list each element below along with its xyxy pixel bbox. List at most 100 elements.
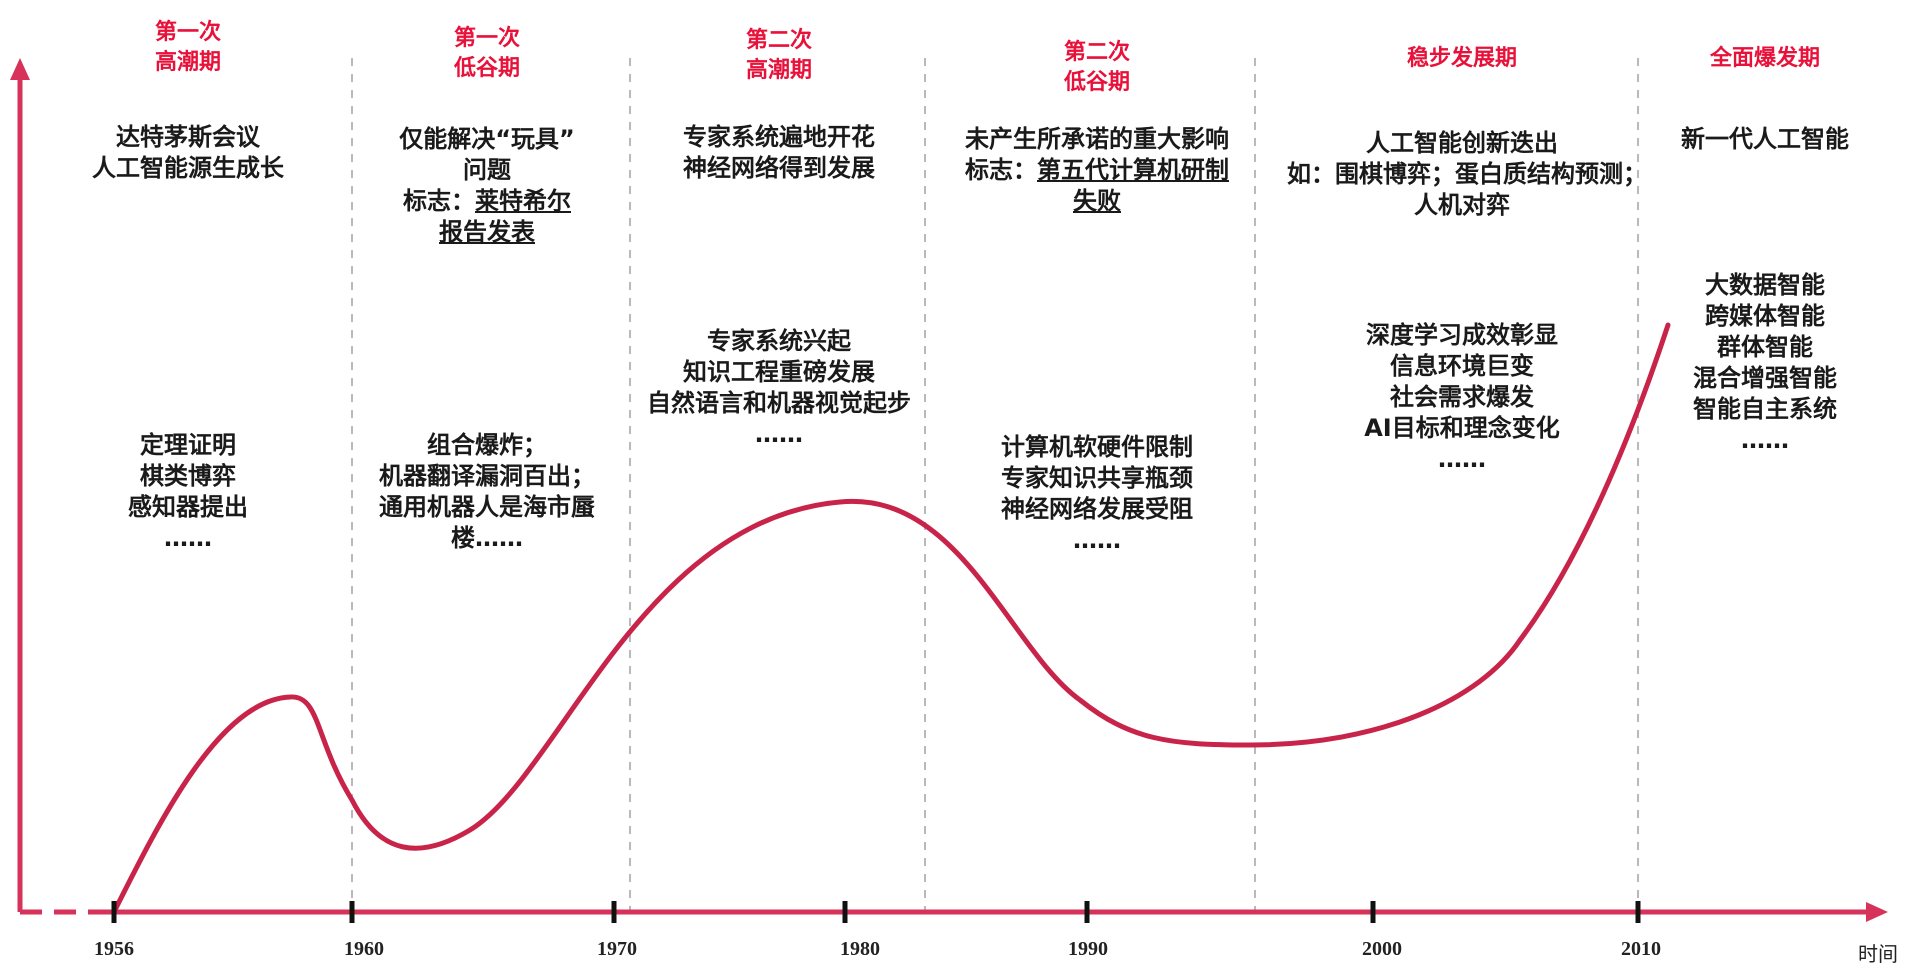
text-segment: …… bbox=[755, 420, 803, 448]
period-details-6-line: 大数据智能 bbox=[1590, 270, 1924, 301]
period-summary-3: 专家系统遍地开花 神经网络得到发展 bbox=[604, 122, 954, 184]
period-details-4-line: 神经网络发展受阻 bbox=[922, 494, 1272, 525]
period-details-1-line: 棋类博弈 bbox=[13, 461, 363, 492]
horizontal-axis-arrow bbox=[1866, 902, 1888, 922]
period-details-6-line: 群体智能 bbox=[1590, 332, 1924, 363]
period-summary-6: 新一代人工智能 bbox=[1590, 124, 1924, 155]
period-details-3-line: 专家系统兴起 bbox=[604, 326, 954, 357]
period-details-1: 定理证明棋类博弈 感知器提出 …… bbox=[13, 430, 363, 554]
text-segment: 混合增强智能 bbox=[1693, 364, 1837, 392]
period-title-6-line: 全面爆发期 bbox=[1709, 46, 1820, 71]
text-segment: 神经网络发展受阻 bbox=[1001, 495, 1193, 523]
year-label-1980: 1980 bbox=[840, 938, 880, 960]
text-segment: 机器翻译漏洞百出； bbox=[379, 462, 595, 490]
text-segment: 人机对弈 bbox=[1414, 191, 1510, 219]
year-label-1990: 1990 bbox=[1068, 938, 1108, 960]
period-summary-1: 达特茅斯会议 人工智能源生成长 bbox=[13, 122, 363, 184]
text-segment: 专家系统兴起 bbox=[707, 327, 851, 355]
text-segment: 通用机器人是海市蜃 bbox=[379, 493, 595, 521]
text-segment: 智能自主系统 bbox=[1693, 395, 1837, 423]
period-details-5-line: 社会需求爆发 bbox=[1287, 382, 1637, 413]
year-label-2000: 2000 bbox=[1362, 938, 1402, 960]
period-details-3-line: 知识工程重磅发展 bbox=[604, 357, 954, 388]
period-summary-3-line: 神经网络得到发展 bbox=[604, 153, 954, 184]
text-segment: 定理证明 bbox=[140, 431, 236, 459]
period-summary-5: 人工智能创新迭出 如：围棋博弈；蛋白质结构预测； 人机对弈 bbox=[1287, 128, 1647, 221]
period-summary-5-line: 人机对弈 bbox=[1287, 190, 1637, 221]
period-title-2-line: 低谷期 bbox=[453, 56, 520, 81]
text-segment: 社会需求爆发 bbox=[1390, 383, 1534, 411]
underlined-text: 莱特希尔 bbox=[475, 187, 571, 215]
period-details-3-line: …… bbox=[604, 419, 954, 450]
period-summary-6-line: 新一代人工智能 bbox=[1590, 124, 1924, 155]
period-details-1-line: 感知器提出 bbox=[13, 492, 363, 523]
period-title-3: 第二次 高潮期 bbox=[604, 26, 954, 86]
period-title-5-line: 稳步发展期 bbox=[1406, 46, 1517, 71]
period-summary-2-line: 报告发表 bbox=[312, 217, 662, 248]
text-segment: 专家系统遍地开花 bbox=[683, 123, 875, 151]
period-summary-3-line: 专家系统遍地开花 bbox=[604, 122, 954, 153]
period-details-2: 组合爆炸； 机器翻译漏洞百出； 通用机器人是海市蜃 楼…… bbox=[312, 430, 662, 554]
text-segment: 组合爆炸； bbox=[427, 431, 547, 459]
text-segment: 标志： bbox=[965, 156, 1037, 184]
period-details-2-line: 通用机器人是海市蜃 bbox=[312, 492, 662, 523]
period-details-5-line: 深度学习成效彰显 bbox=[1287, 320, 1637, 351]
period-title-4-line: 第二次 bbox=[1063, 40, 1130, 65]
period-details-3: 专家系统兴起 知识工程重磅发展 自然语言和机器视觉起步 …… bbox=[604, 326, 954, 450]
period-details-1-line: …… bbox=[13, 523, 363, 554]
text-segment: 问题 bbox=[463, 156, 511, 184]
period-summary-4-line: 失败 bbox=[922, 186, 1272, 217]
text-segment: 计算机软硬件限制 bbox=[1001, 433, 1193, 461]
period-details-4: 计算机软硬件限制 专家知识共享瓶颈 神经网络发展受阻 …… bbox=[922, 432, 1272, 556]
text-segment: …… bbox=[1073, 526, 1121, 554]
text-segment: 新一代人工智能 bbox=[1681, 125, 1849, 153]
underlined-text: 第五代计算机研制 bbox=[1037, 156, 1229, 184]
text-segment: …… bbox=[1741, 426, 1789, 454]
period-details-5-line: AI目标和理念变化 bbox=[1287, 413, 1637, 444]
period-details-5-line: 信息环境巨变 bbox=[1287, 351, 1637, 382]
period-title-1-line: 第一次 bbox=[154, 20, 221, 45]
text-segment: 达特茅斯会议 bbox=[116, 123, 260, 151]
text-segment: 自然语言和机器视觉起步 bbox=[647, 389, 911, 417]
period-details-2-line: 机器翻译漏洞百出； bbox=[312, 461, 662, 492]
text-segment: 仅能解决“玩具” bbox=[399, 125, 575, 153]
period-details-6: 大数据智能跨媒体智能群体智能混合增强智能 智能自主系统 …… bbox=[1590, 270, 1924, 456]
period-summary-4-line: 标志：第五代计算机研制 bbox=[922, 155, 1272, 186]
period-summary-2: 仅能解决“玩具” 问题 标志：莱特希尔 报告发表 bbox=[312, 124, 662, 248]
text-segment: 跨媒体智能 bbox=[1705, 302, 1825, 330]
period-summary-2-line: 问题 bbox=[312, 155, 662, 186]
text-segment: …… bbox=[1438, 445, 1486, 473]
period-details-4-line: …… bbox=[922, 525, 1272, 556]
text-segment: …… bbox=[164, 524, 212, 552]
period-details-6-line: 跨媒体智能 bbox=[1590, 301, 1924, 332]
text-segment: 标志： bbox=[403, 187, 475, 215]
period-title-2-line: 第一次 bbox=[453, 26, 520, 51]
period-details-5-line: …… bbox=[1287, 444, 1637, 475]
period-title-3-line: 高潮期 bbox=[745, 58, 812, 83]
text-segment: 群体智能 bbox=[1717, 333, 1813, 361]
period-title-2: 第一次 低谷期 bbox=[312, 24, 662, 84]
period-details-2-line: 楼…… bbox=[312, 523, 662, 554]
period-summary-2-line: 标志：莱特希尔 bbox=[312, 186, 662, 217]
text-segment: 人工智能源生成长 bbox=[92, 154, 284, 182]
period-summary-1-line: 达特茅斯会议 bbox=[13, 122, 363, 153]
text-segment: 大数据智能 bbox=[1705, 271, 1825, 299]
underlined-text: 报告发表 bbox=[439, 218, 535, 246]
period-details-6-line: 混合增强智能 bbox=[1590, 363, 1924, 394]
period-details-6-line: 智能自主系统 bbox=[1590, 394, 1924, 425]
period-title-4: 第二次 低谷期 bbox=[922, 38, 1272, 98]
period-summary-5-line: 如：围棋博弈；蛋白质结构预测； bbox=[1287, 159, 1647, 190]
year-label-2010: 2010 bbox=[1621, 938, 1661, 960]
period-details-1-line: 定理证明 bbox=[13, 430, 363, 461]
period-details-6-line: …… bbox=[1590, 425, 1924, 456]
period-title-4-line: 低谷期 bbox=[1063, 70, 1130, 95]
text-segment: AI目标和理念变化 bbox=[1364, 414, 1560, 442]
period-title-1-line: 高潮期 bbox=[154, 50, 221, 75]
year-label-1960: 1960 bbox=[344, 938, 384, 960]
text-segment: 深度学习成效彰显 bbox=[1366, 321, 1558, 349]
period-title-1: 第一次 高潮期 bbox=[13, 18, 363, 78]
text-segment: 人工智能创新迭出 bbox=[1366, 129, 1558, 157]
text-segment: 棋类博弈 bbox=[140, 462, 236, 490]
